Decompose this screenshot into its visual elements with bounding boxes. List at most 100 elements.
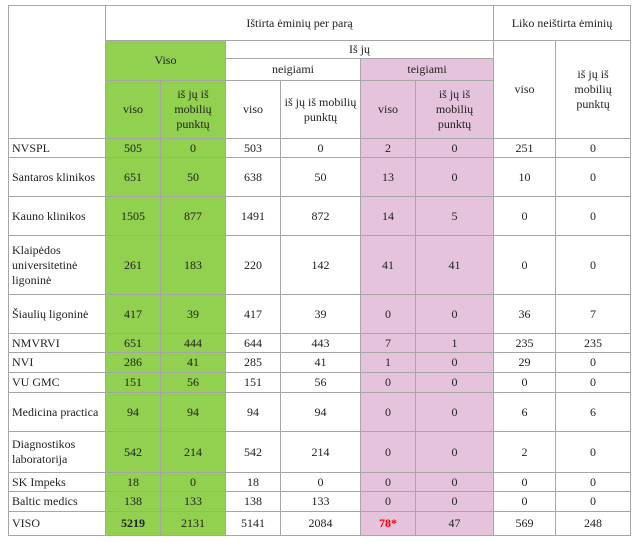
table-row: VU GMC 151 56 151 56 0 0 0 0 — [8, 372, 632, 393]
table-row: NMVRVI 651 444 644 443 7 1 235 235 — [8, 333, 632, 353]
cell: 138 — [225, 491, 281, 512]
cell: 235 — [555, 333, 632, 353]
cell: 1 — [360, 352, 416, 373]
cell: 220 — [225, 235, 281, 295]
cell: 2084 — [280, 511, 361, 536]
column-header: viso — [225, 80, 281, 139]
cell: 261 — [105, 235, 161, 295]
cell: 133 — [280, 491, 361, 512]
row-label: Medicina practica — [8, 392, 106, 432]
cell: 651 — [105, 157, 161, 197]
cell: 47 — [414, 511, 495, 536]
cell: 94 — [225, 392, 281, 432]
cell: 0 — [360, 431, 416, 473]
cell: 94 — [105, 392, 161, 432]
cell: 0 — [360, 372, 416, 393]
row-label: Šiaulių ligoninė — [8, 294, 106, 334]
cell: 41 — [360, 235, 416, 295]
cell: 56 — [160, 372, 226, 393]
table-row: Diagnostikos laboratorija 542 214 542 214 0 0 2… — [8, 431, 632, 473]
cell: 94 — [160, 392, 226, 432]
cell: 0 — [280, 138, 361, 158]
data-table: Ištirta ėminių per parą Liko neištirta ė… — [8, 5, 632, 536]
cell: 542 — [105, 431, 161, 473]
cell: 133 — [160, 491, 226, 512]
cell: 0 — [414, 491, 495, 512]
cell: 214 — [160, 431, 226, 473]
row-label: Santaros klinikos — [8, 157, 106, 197]
cell: 0 — [555, 431, 632, 473]
cell: 0 — [414, 294, 495, 334]
cell: 183 — [160, 235, 226, 295]
cell: 142 — [280, 235, 361, 295]
row-label: Kauno klinikos — [8, 196, 106, 236]
cell: 235 — [493, 333, 557, 353]
row-label: Klaipėdos universitetinė ligoninė — [8, 235, 106, 295]
cell: 5219 — [105, 511, 161, 536]
cell: 0 — [555, 196, 632, 236]
cell: 94 — [280, 392, 361, 432]
row-label: NVSPL — [8, 138, 106, 158]
row-label: Baltic medics — [8, 491, 106, 512]
cell: 0 — [160, 138, 226, 158]
column-header: iš jų iš mobilių punktų — [160, 80, 226, 139]
cell: 0 — [360, 472, 416, 492]
cell: 214 — [280, 431, 361, 473]
table-row: SK Impeks 18 0 18 0 0 0 0 0 — [8, 472, 632, 492]
cell: 0 — [160, 472, 226, 492]
cell: 41 — [414, 235, 495, 295]
column-header: viso — [360, 80, 416, 139]
cell: 50 — [280, 157, 361, 197]
cell: 39 — [160, 294, 226, 334]
column-header: iš jų iš mobilių punktų — [414, 80, 495, 139]
cell: 251 — [493, 138, 557, 158]
corner-cell — [8, 5, 106, 139]
cell: 5141 — [225, 511, 281, 536]
cell: 651 — [105, 333, 161, 353]
row-label: Diagnostikos laboratorija — [8, 431, 106, 473]
cell: 5 — [414, 196, 495, 236]
cell: 14 — [360, 196, 416, 236]
cell: 0 — [493, 372, 557, 393]
table-row: Santaros klinikos 651 50 638 50 13 0 10 0 — [8, 157, 632, 197]
table-row: Kauno klinikos 1505 877 1491 872 14 5 0 0 — [8, 196, 632, 236]
cell: 877 — [160, 196, 226, 236]
cell: 569 — [493, 511, 557, 536]
cell: 36 — [493, 294, 557, 334]
cell: 285 — [225, 352, 281, 373]
cell: 7 — [360, 333, 416, 353]
group-header: Viso — [105, 40, 226, 81]
cell: 286 — [105, 352, 161, 373]
cell: 7 — [555, 294, 632, 334]
cell: 2 — [493, 431, 557, 473]
cell: 417 — [105, 294, 161, 334]
cell: 39 — [280, 294, 361, 334]
cell: 1505 — [105, 196, 161, 236]
cell: 1491 — [225, 196, 281, 236]
table-row: Šiaulių ligoninė 417 39 417 39 0 0 36 7 — [8, 294, 632, 334]
column-header: viso — [105, 80, 161, 139]
table-row: Medicina practica 94 94 94 94 0 0 6 6 — [8, 392, 632, 432]
cell: 443 — [280, 333, 361, 353]
cell: 417 — [225, 294, 281, 334]
cell: 872 — [280, 196, 361, 236]
column-header: viso — [493, 40, 557, 139]
cell: 0 — [493, 235, 557, 295]
row-label: NMVRVI — [8, 333, 106, 353]
group-header: Liko neištirta ėminių — [493, 5, 632, 41]
cell: 0 — [414, 392, 495, 432]
row-label: SK Impeks — [8, 472, 106, 492]
cell: 29 — [493, 352, 557, 373]
cell: 2 — [360, 138, 416, 158]
cell: 0 — [555, 472, 632, 492]
cell: 0 — [360, 294, 416, 334]
cell: 1 — [414, 333, 495, 353]
group-header: Iš jų — [224, 40, 495, 59]
cell: 0 — [414, 157, 495, 197]
cell: 0 — [414, 352, 495, 373]
table-row: NVI 286 41 285 41 1 0 29 0 — [8, 352, 632, 373]
table-row: VISO 5219 2131 5141 2084 78* 47 569 248 — [8, 511, 632, 536]
cell: 644 — [225, 333, 281, 353]
cell: 248 — [555, 511, 632, 536]
cell: 10 — [493, 157, 557, 197]
